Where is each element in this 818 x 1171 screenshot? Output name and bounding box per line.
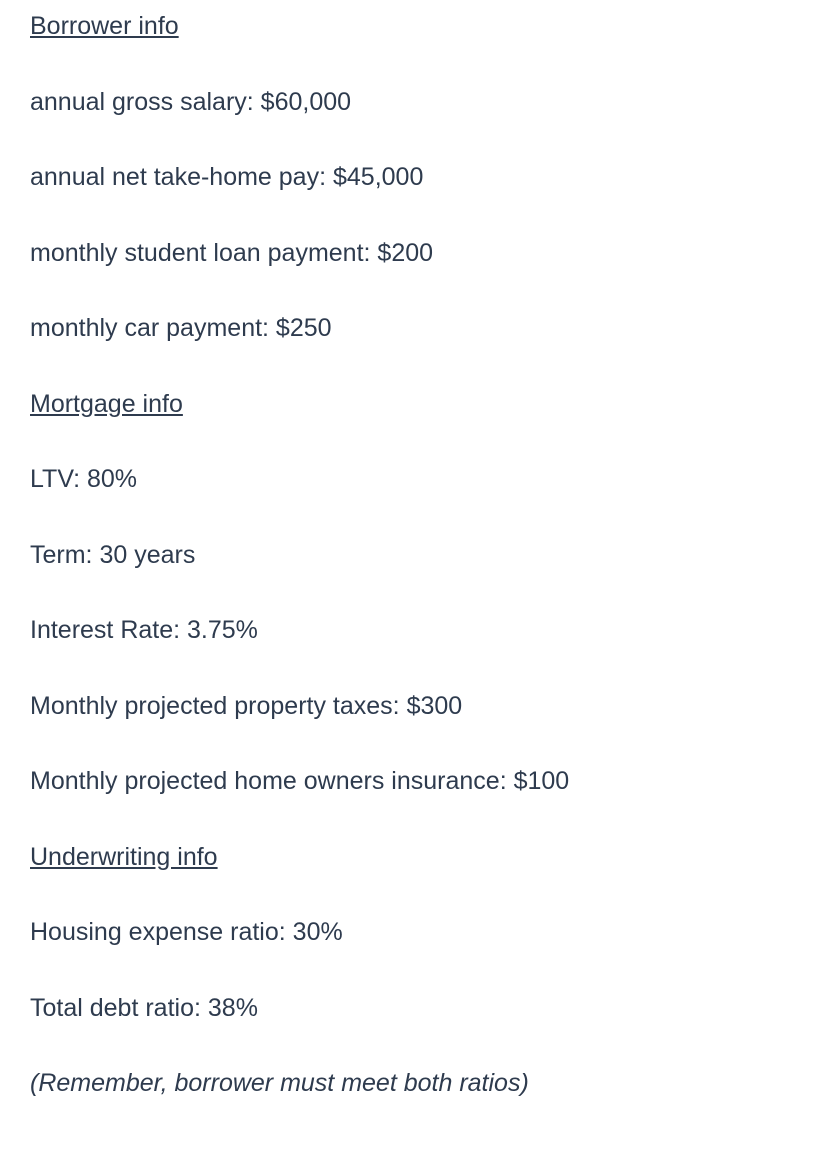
borrower-line-salary: annual gross salary: $60,000 — [30, 84, 788, 122]
borrower-line-car-payment: monthly car payment: $250 — [30, 310, 788, 348]
underwriting-note: (Remember, borrower must meet both ratio… — [30, 1065, 788, 1103]
borrower-line-student-loan: monthly student loan payment: $200 — [30, 235, 788, 273]
mortgage-line-term: Term: 30 years — [30, 537, 788, 575]
underwriting-info-header: Underwriting info — [30, 839, 788, 877]
underwriting-line-debt-ratio: Total debt ratio: 38% — [30, 990, 788, 1028]
borrower-info-header: Borrower info — [30, 8, 788, 46]
mortgage-line-insurance: Monthly projected home owners insurance:… — [30, 763, 788, 801]
mortgage-line-rate: Interest Rate: 3.75% — [30, 612, 788, 650]
underwriting-line-housing-ratio: Housing expense ratio: 30% — [30, 914, 788, 952]
borrower-line-takehome: annual net take-home pay: $45,000 — [30, 159, 788, 197]
mortgage-line-ltv: LTV: 80% — [30, 461, 788, 499]
mortgage-line-taxes: Monthly projected property taxes: $300 — [30, 688, 788, 726]
mortgage-info-header: Mortgage info — [30, 386, 788, 424]
